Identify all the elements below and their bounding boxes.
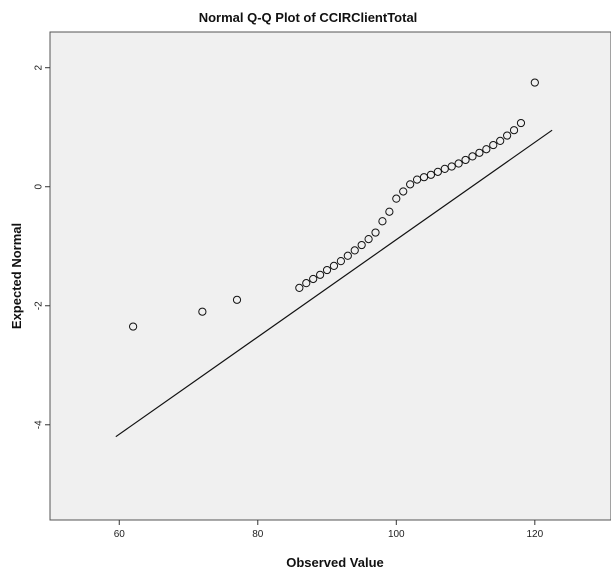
data-point	[392, 194, 401, 203]
data-point	[336, 257, 345, 266]
y-axis: 2 0 -2 -4	[34, 64, 50, 429]
data-point	[399, 187, 408, 196]
data-point	[329, 261, 339, 270]
data-point	[302, 279, 311, 288]
y-tick-label: 2	[34, 64, 45, 70]
data-point	[433, 167, 442, 176]
data-point	[509, 126, 519, 135]
chart-title: Normal Q-Q Plot of CCIRClientTotal	[199, 10, 418, 25]
reference-line	[115, 129, 553, 438]
data-point	[350, 246, 359, 255]
qq-reference-line	[115, 129, 553, 438]
data-point	[232, 295, 242, 304]
data-point	[364, 235, 373, 244]
data-point	[371, 228, 380, 237]
data-point	[489, 140, 498, 150]
x-axis: 60 80 100 120	[114, 520, 544, 540]
data-point	[461, 155, 470, 165]
data-point	[316, 270, 325, 279]
data-point	[468, 152, 477, 161]
data-point	[378, 217, 387, 226]
data-points	[129, 78, 539, 331]
data-point	[454, 159, 463, 168]
data-point	[129, 322, 138, 331]
data-point	[426, 170, 436, 179]
data-point	[309, 274, 318, 284]
x-tick-label: 80	[252, 529, 264, 540]
data-point	[516, 118, 526, 128]
data-point	[357, 240, 366, 250]
y-tick-label: -2	[34, 301, 45, 310]
data-point	[447, 162, 456, 171]
data-point	[385, 207, 394, 216]
x-tick-label: 100	[388, 529, 405, 540]
data-point	[322, 265, 332, 275]
data-point	[503, 131, 512, 140]
y-tick-label: 0	[34, 184, 45, 190]
data-point	[482, 145, 491, 154]
data-point	[496, 136, 505, 146]
data-point	[406, 180, 415, 189]
y-tick-label: -4	[34, 420, 45, 429]
plot-area	[49, 31, 611, 521]
data-point	[475, 148, 484, 157]
data-point	[198, 307, 207, 316]
x-tick-label: 120	[526, 529, 543, 540]
y-axis-label: Expected Normal	[9, 223, 24, 329]
data-point	[343, 251, 352, 260]
x-axis-label: Observed Value	[286, 555, 384, 570]
x-tick-label: 60	[114, 529, 126, 540]
data-point	[530, 78, 539, 87]
data-point	[295, 283, 304, 293]
